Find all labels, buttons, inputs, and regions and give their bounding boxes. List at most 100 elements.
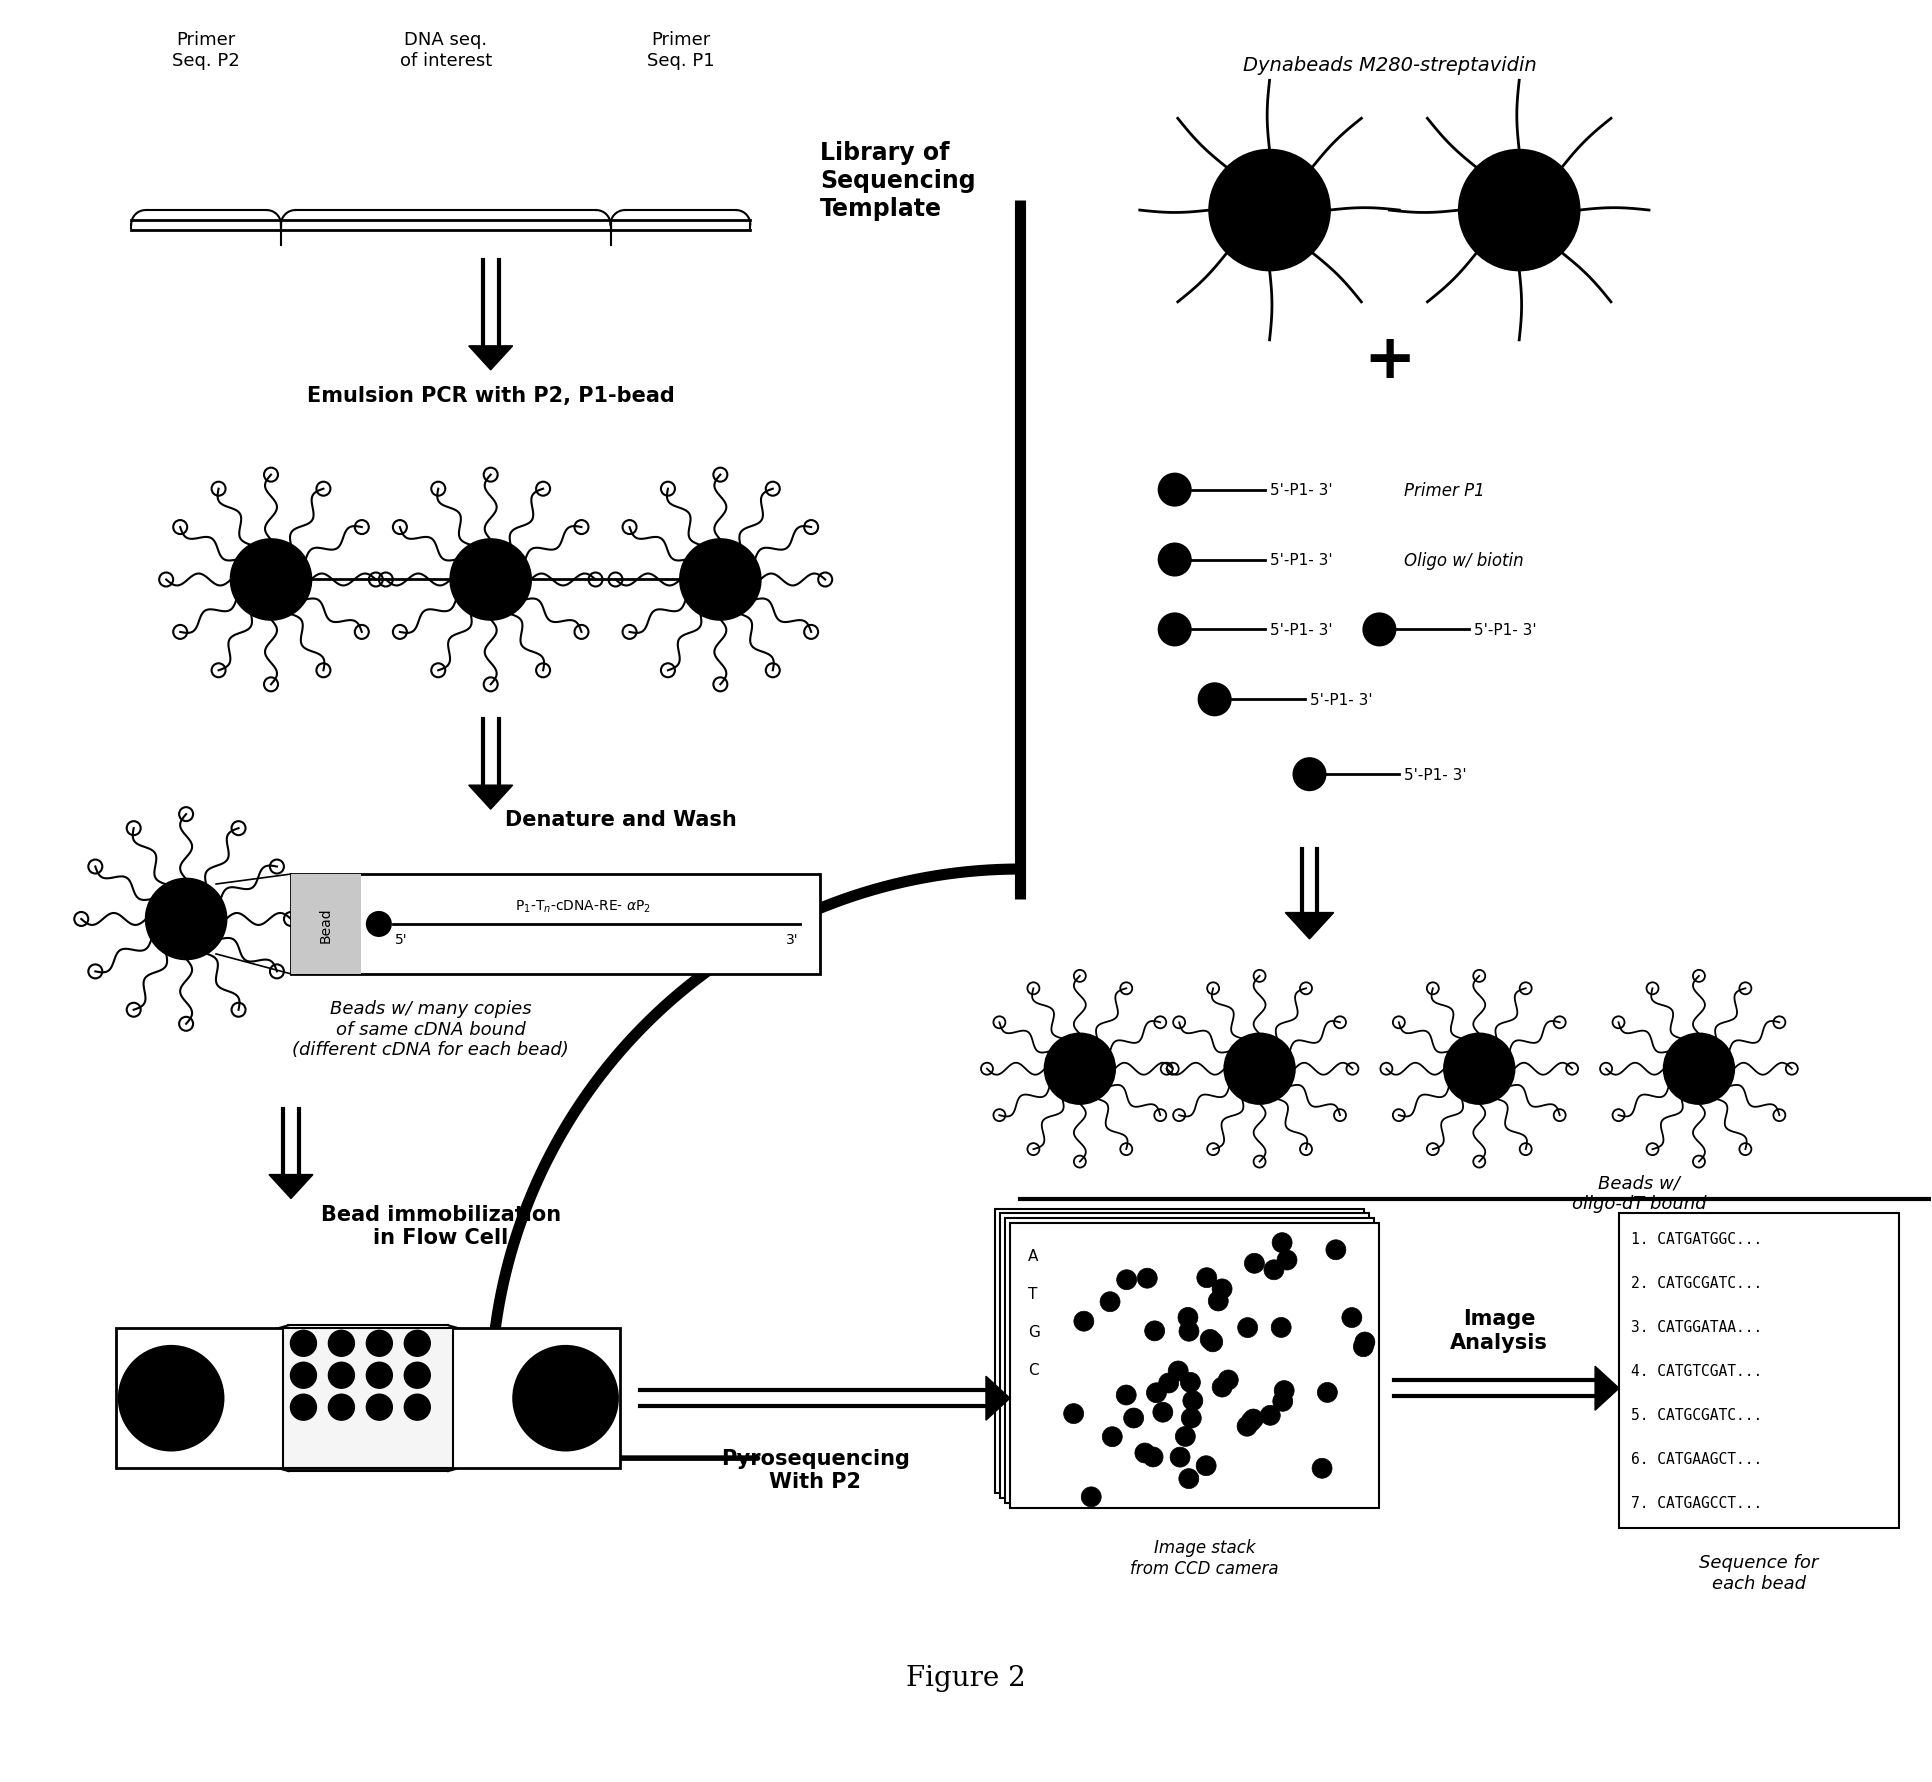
Circle shape	[1065, 1404, 1084, 1424]
Circle shape	[1208, 1292, 1229, 1312]
Text: Bead: Bead	[319, 907, 332, 943]
Polygon shape	[469, 786, 512, 809]
Text: 6. CATGAAGCT...: 6. CATGAAGCT...	[1631, 1451, 1762, 1467]
Text: Image stack
from CCD camera: Image stack from CCD camera	[1130, 1538, 1279, 1577]
Circle shape	[1103, 1427, 1122, 1447]
Circle shape	[1117, 1385, 1136, 1406]
Text: 5'-P1- 3': 5'-P1- 3'	[1474, 622, 1536, 638]
Circle shape	[1045, 1034, 1115, 1105]
Circle shape	[1196, 1269, 1217, 1288]
Circle shape	[1146, 1383, 1167, 1402]
Circle shape	[1144, 1447, 1163, 1467]
Bar	[1010, 1224, 1379, 1508]
Text: Library of
Sequencing
Template: Library of Sequencing Template	[821, 141, 976, 221]
Circle shape	[1153, 1402, 1173, 1422]
Circle shape	[367, 1395, 392, 1420]
Text: 5'-P1- 3': 5'-P1- 3'	[1310, 693, 1372, 707]
Text: A: A	[1028, 1249, 1037, 1263]
Circle shape	[1354, 1336, 1374, 1356]
Text: DNA seq.
of interest: DNA seq. of interest	[400, 32, 493, 69]
Bar	[1005, 1219, 1374, 1504]
Circle shape	[328, 1395, 354, 1420]
Text: 5': 5'	[394, 932, 408, 946]
Text: 5'-P1- 3': 5'-P1- 3'	[1269, 622, 1333, 638]
Circle shape	[680, 540, 761, 620]
Circle shape	[1211, 1279, 1233, 1299]
Text: C: C	[1028, 1363, 1039, 1377]
Circle shape	[1204, 1333, 1223, 1353]
Circle shape	[1198, 684, 1231, 716]
Circle shape	[328, 1363, 354, 1388]
Circle shape	[1169, 1361, 1188, 1381]
Text: 5'-P1- 3': 5'-P1- 3'	[1269, 483, 1333, 497]
Text: Sequence for
each bead: Sequence for each bead	[1700, 1554, 1818, 1591]
Text: Image
Analysis: Image Analysis	[1451, 1308, 1548, 1353]
Circle shape	[328, 1331, 354, 1356]
Circle shape	[1325, 1240, 1347, 1260]
Text: Primer
Seq. P2: Primer Seq. P2	[172, 32, 240, 69]
Circle shape	[1277, 1251, 1296, 1271]
Circle shape	[1179, 1322, 1200, 1342]
Circle shape	[1273, 1392, 1293, 1411]
Circle shape	[1159, 1374, 1179, 1394]
Circle shape	[1260, 1406, 1281, 1426]
Bar	[1619, 1214, 1899, 1529]
Circle shape	[1138, 1269, 1157, 1288]
Circle shape	[1124, 1408, 1144, 1427]
Text: 3': 3'	[786, 932, 798, 946]
Circle shape	[404, 1363, 431, 1388]
Text: 1. CATGATGGC...: 1. CATGATGGC...	[1631, 1231, 1762, 1247]
Circle shape	[1209, 151, 1329, 271]
Circle shape	[1271, 1233, 1293, 1253]
Text: Emulsion PCR with P2, P1-bead: Emulsion PCR with P2, P1-bead	[307, 385, 674, 406]
Circle shape	[1117, 1271, 1136, 1290]
Text: 7. CATGAGCCT...: 7. CATGAGCCT...	[1631, 1495, 1762, 1509]
Circle shape	[1354, 1333, 1376, 1353]
Circle shape	[1196, 1456, 1215, 1475]
Circle shape	[367, 1363, 392, 1388]
Circle shape	[290, 1395, 317, 1420]
Circle shape	[1225, 1034, 1294, 1105]
Text: 5'-P1- 3': 5'-P1- 3'	[1269, 552, 1333, 568]
Text: Beads w/ many copies
of same cDNA bound
(different cDNA for each bead): Beads w/ many copies of same cDNA bound …	[292, 1000, 570, 1059]
Circle shape	[1459, 151, 1578, 271]
Bar	[292, 875, 361, 975]
Circle shape	[367, 912, 390, 936]
Text: Pyrosequencing
With P2: Pyrosequencing With P2	[721, 1449, 910, 1492]
Circle shape	[1238, 1319, 1258, 1338]
Circle shape	[450, 540, 531, 620]
Circle shape	[404, 1395, 431, 1420]
Circle shape	[1200, 1329, 1221, 1349]
Polygon shape	[1285, 912, 1333, 939]
Polygon shape	[985, 1376, 1010, 1420]
Circle shape	[1271, 1317, 1291, 1338]
Circle shape	[1219, 1370, 1238, 1390]
Circle shape	[1318, 1383, 1337, 1402]
Circle shape	[1182, 1392, 1204, 1411]
Circle shape	[514, 1347, 618, 1451]
Bar	[284, 1329, 454, 1468]
Circle shape	[147, 880, 226, 959]
Circle shape	[1082, 1486, 1101, 1508]
Text: 2. CATGCGATC...: 2. CATGCGATC...	[1631, 1276, 1762, 1290]
Polygon shape	[1596, 1367, 1619, 1410]
Text: Oligo w/ biotin: Oligo w/ biotin	[1405, 551, 1524, 568]
Circle shape	[1294, 759, 1325, 791]
Circle shape	[1180, 1408, 1202, 1427]
Circle shape	[1159, 615, 1190, 647]
Text: 5. CATGCGATC...: 5. CATGCGATC...	[1631, 1408, 1762, 1422]
Circle shape	[1663, 1034, 1733, 1105]
Circle shape	[1159, 544, 1190, 576]
Text: P$_1$-T$_n$-cDNA-RE- $\alpha$P$_2$: P$_1$-T$_n$-cDNA-RE- $\alpha$P$_2$	[516, 898, 651, 914]
Circle shape	[1236, 1417, 1258, 1436]
Bar	[292, 875, 821, 975]
Circle shape	[1171, 1447, 1190, 1467]
Bar	[995, 1208, 1364, 1493]
Circle shape	[1364, 615, 1395, 647]
Circle shape	[1175, 1427, 1196, 1447]
Circle shape	[1343, 1308, 1362, 1328]
Circle shape	[1244, 1253, 1264, 1274]
Circle shape	[1275, 1381, 1294, 1401]
Text: Primer
Seq. P1: Primer Seq. P1	[647, 32, 715, 69]
Circle shape	[1240, 1411, 1262, 1431]
